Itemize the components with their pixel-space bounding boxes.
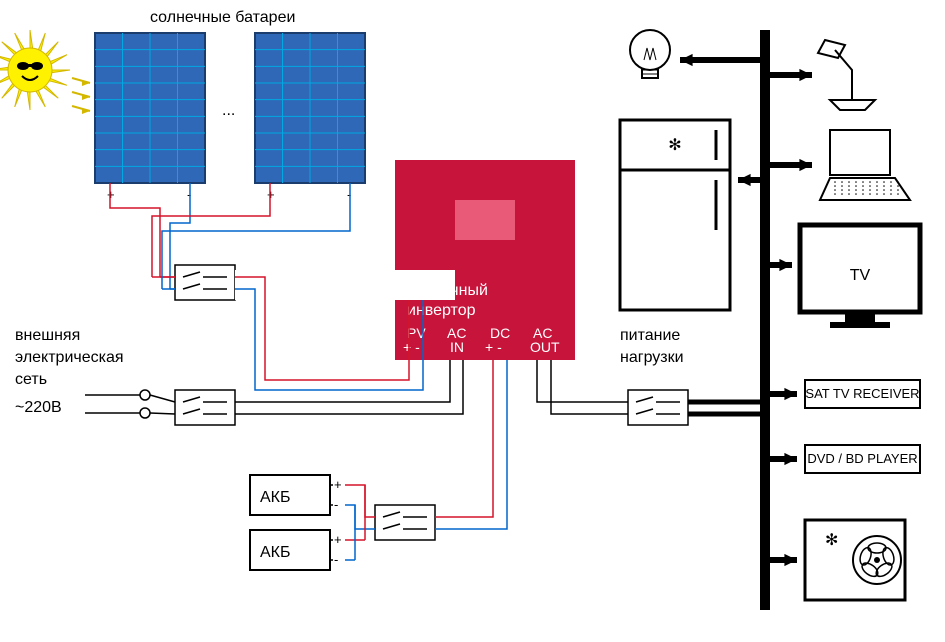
- svg-text:✻: ✻: [668, 137, 681, 154]
- svg-text:OUT: OUT: [530, 339, 560, 355]
- svg-text:-: -: [334, 497, 338, 512]
- svg-text:АКБ: АКБ: [260, 544, 291, 561]
- svg-text:питание: питание: [620, 327, 680, 344]
- lamp-icon: [818, 40, 875, 110]
- lightbulb-icon: [630, 30, 670, 70]
- svg-text:+ -: + -: [485, 339, 502, 355]
- svg-text:IN: IN: [450, 339, 464, 355]
- svg-text:+: +: [334, 477, 342, 492]
- svg-text:SAT TV RECEIVER: SAT TV RECEIVER: [805, 386, 919, 401]
- svg-text:-: -: [334, 552, 338, 567]
- ac-unit-icon: [805, 520, 905, 600]
- svg-text:...: ...: [222, 102, 235, 119]
- svg-text:+: +: [334, 532, 342, 547]
- solar-panels-title: солнечные батареи: [150, 9, 295, 26]
- svg-text:нагрузки: нагрузки: [620, 349, 684, 366]
- svg-text:+: +: [267, 187, 275, 202]
- power-bus: [760, 30, 770, 610]
- svg-text:электрическая: электрическая: [15, 349, 124, 366]
- svg-text:~220В: ~220В: [15, 399, 62, 416]
- svg-text:DVD / BD PLAYER: DVD / BD PLAYER: [807, 451, 917, 466]
- svg-text:АКБ: АКБ: [260, 489, 291, 506]
- svg-text:инвертор: инвертор: [407, 302, 476, 319]
- switch: [175, 390, 235, 425]
- switch: [628, 390, 688, 425]
- svg-text:внешняя: внешняя: [15, 327, 80, 344]
- svg-text:TV: TV: [850, 267, 871, 284]
- svg-text:сеть: сеть: [15, 371, 47, 388]
- svg-text:+: +: [107, 187, 115, 202]
- svg-text:✻: ✻: [825, 532, 838, 549]
- laptop-icon: [830, 130, 890, 175]
- switch: [175, 265, 235, 300]
- switch: [375, 505, 435, 540]
- svg-text:+ -: + -: [403, 339, 420, 355]
